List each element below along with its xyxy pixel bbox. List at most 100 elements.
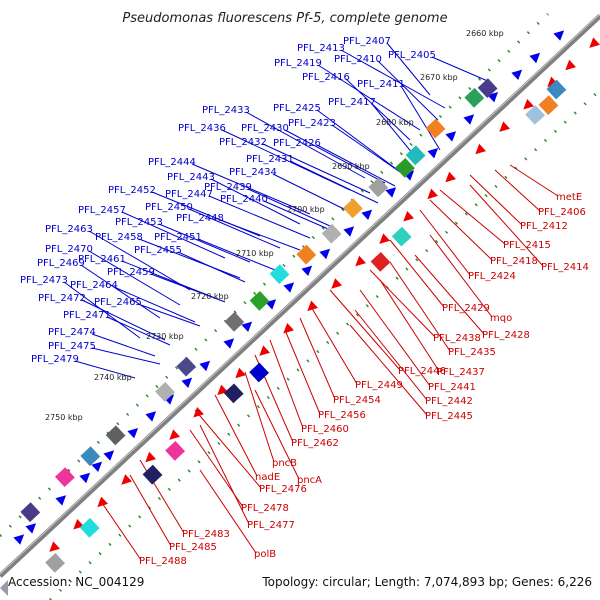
reverse-gene-arrow[interactable] bbox=[523, 99, 534, 110]
reverse-gene-label[interactable]: PFL_2488 bbox=[139, 556, 187, 567]
cog-category-box[interactable] bbox=[79, 517, 100, 538]
forward-gene-label[interactable]: PFL_2440 bbox=[220, 194, 268, 205]
cog-category-box[interactable] bbox=[45, 553, 65, 573]
cog-category-box[interactable] bbox=[224, 311, 245, 332]
reverse-gene-label[interactable]: PFL_2412 bbox=[520, 221, 568, 232]
cog-category-box[interactable] bbox=[546, 79, 567, 100]
reverse-gene-label[interactable]: pncA bbox=[297, 475, 322, 486]
forward-gene-label[interactable]: PFL_2461 bbox=[78, 254, 126, 265]
reverse-gene-label[interactable]: PFL_2418 bbox=[490, 256, 538, 267]
forward-gene-arrow[interactable] bbox=[553, 30, 565, 41]
reverse-gene-arrow[interactable] bbox=[169, 429, 180, 440]
reverse-gene-arrow[interactable] bbox=[49, 541, 60, 552]
forward-gene-arrow[interactable] bbox=[343, 226, 355, 237]
forward-gene-arrow[interactable] bbox=[145, 411, 157, 422]
reverse-gene-arrow[interactable] bbox=[589, 37, 600, 48]
forward-gene-label[interactable]: PFL_2463 bbox=[45, 224, 93, 235]
reverse-gene-label[interactable]: mqo bbox=[490, 313, 512, 324]
forward-gene-label[interactable]: PFL_2479 bbox=[31, 354, 79, 365]
forward-gene-label[interactable]: PFL_2474 bbox=[48, 327, 96, 338]
reverse-gene-arrow[interactable] bbox=[331, 278, 342, 289]
forward-gene-arrow[interactable] bbox=[511, 69, 523, 80]
forward-gene-label[interactable]: PFL_2434 bbox=[229, 167, 277, 178]
forward-gene-label[interactable]: PFL_2413 bbox=[297, 43, 345, 54]
forward-gene-label[interactable]: PFL_2450 bbox=[145, 202, 193, 213]
reverse-gene-label[interactable]: PFL_2442 bbox=[425, 396, 473, 407]
reverse-gene-label[interactable]: PFL_2446 bbox=[398, 366, 446, 377]
forward-gene-label[interactable]: PFL_2452 bbox=[108, 185, 156, 196]
reverse-gene-label[interactable]: PFL_2438 bbox=[433, 333, 481, 344]
cog-category-box[interactable] bbox=[155, 382, 175, 402]
forward-gene-label[interactable]: PFL_2411 bbox=[357, 79, 405, 90]
reverse-gene-label[interactable]: PFL_2406 bbox=[538, 207, 586, 218]
forward-gene-arrow[interactable] bbox=[55, 495, 67, 506]
reverse-gene-arrow[interactable] bbox=[307, 300, 318, 312]
forward-gene-arrow[interactable] bbox=[181, 377, 193, 388]
forward-gene-label[interactable]: PFL_2410 bbox=[334, 54, 382, 65]
reverse-gene-arrow[interactable] bbox=[427, 188, 438, 200]
forward-gene-arrow[interactable] bbox=[127, 428, 139, 439]
cog-category-box[interactable] bbox=[223, 383, 244, 404]
forward-gene-arrow[interactable] bbox=[199, 360, 211, 372]
reverse-gene-arrow[interactable] bbox=[235, 367, 246, 379]
forward-gene-label[interactable]: PFL_2436 bbox=[178, 123, 226, 134]
reverse-gene-arrow[interactable] bbox=[445, 171, 456, 183]
cog-category-box[interactable] bbox=[395, 158, 415, 178]
forward-gene-arrow[interactable] bbox=[103, 450, 115, 461]
reverse-gene-arrow[interactable] bbox=[475, 143, 486, 155]
cog-category-box[interactable] bbox=[368, 177, 389, 198]
cog-category-box[interactable] bbox=[165, 441, 185, 461]
reverse-gene-arrow[interactable] bbox=[499, 121, 510, 132]
reverse-gene-label[interactable]: PFL_2445 bbox=[425, 411, 473, 422]
cog-category-box[interactable] bbox=[296, 244, 317, 265]
forward-gene-arrow[interactable] bbox=[319, 248, 331, 260]
cog-category-box[interactable] bbox=[55, 467, 75, 487]
reverse-gene-arrow[interactable] bbox=[145, 451, 156, 463]
reverse-gene-label[interactable]: PFL_2428 bbox=[482, 330, 530, 341]
cog-category-box[interactable] bbox=[176, 356, 197, 377]
reverse-gene-label[interactable]: PFL_2415 bbox=[503, 240, 551, 251]
forward-gene-label[interactable]: PFL_2407 bbox=[343, 36, 391, 47]
reverse-gene-label[interactable]: PFL_2424 bbox=[468, 271, 516, 282]
cog-category-box[interactable] bbox=[464, 87, 485, 108]
cog-category-box[interactable] bbox=[538, 95, 559, 115]
forward-gene-arrow[interactable] bbox=[301, 265, 313, 276]
forward-gene-label[interactable]: PFL_2431 bbox=[246, 154, 294, 165]
forward-gene-label[interactable]: PFL_2451 bbox=[154, 232, 202, 243]
cog-category-box[interactable] bbox=[249, 291, 270, 311]
forward-gene-arrow[interactable] bbox=[13, 534, 25, 545]
forward-gene-label[interactable]: PFL_2448 bbox=[176, 213, 224, 224]
reverse-gene-label[interactable]: PFL_2441 bbox=[428, 382, 476, 393]
forward-gene-label[interactable]: PFL_2417 bbox=[328, 97, 376, 108]
forward-gene-arrow[interactable] bbox=[223, 338, 235, 349]
reverse-gene-label[interactable]: PFL_2485 bbox=[169, 542, 217, 553]
reverse-gene-label[interactable]: PFL_2449 bbox=[355, 380, 403, 391]
forward-gene-label[interactable]: PFL_2430 bbox=[241, 123, 289, 134]
cog-category-box[interactable] bbox=[80, 446, 101, 467]
forward-gene-label[interactable]: PFL_2444 bbox=[148, 157, 196, 168]
reverse-gene-arrow[interactable] bbox=[379, 233, 390, 244]
forward-gene-label[interactable]: PFL_2426 bbox=[273, 138, 321, 149]
forward-gene-arrow[interactable] bbox=[361, 209, 373, 220]
forward-gene-label[interactable]: PFL_2465 bbox=[94, 297, 142, 308]
reverse-gene-arrow[interactable] bbox=[355, 255, 366, 267]
reverse-gene-label[interactable]: pncB bbox=[272, 458, 297, 469]
reverse-gene-label[interactable]: PFL_2460 bbox=[301, 424, 349, 435]
forward-gene-label[interactable]: PFL_2425 bbox=[273, 103, 321, 114]
forward-gene-arrow[interactable] bbox=[385, 187, 397, 198]
cog-category-box[interactable] bbox=[142, 464, 163, 485]
cog-category-box[interactable] bbox=[391, 226, 412, 247]
reverse-gene-label[interactable]: metE bbox=[556, 192, 582, 203]
reverse-gene-label[interactable]: PFL_2462 bbox=[291, 438, 339, 449]
cog-category-box[interactable] bbox=[525, 105, 545, 125]
forward-gene-label[interactable]: PFL_2473 bbox=[20, 275, 68, 286]
reverse-gene-label[interactable]: polB bbox=[254, 549, 276, 560]
cog-category-box[interactable] bbox=[20, 502, 41, 523]
reverse-gene-arrow[interactable] bbox=[193, 407, 204, 418]
cog-category-box[interactable] bbox=[269, 264, 290, 284]
forward-gene-label[interactable]: PFL_2423 bbox=[288, 118, 336, 129]
forward-gene-label[interactable]: PFL_2447 bbox=[165, 189, 213, 200]
reverse-gene-arrow[interactable] bbox=[403, 211, 414, 222]
reverse-gene-label[interactable]: PFL_2483 bbox=[182, 529, 230, 540]
forward-gene-label[interactable]: PFL_2470 bbox=[45, 244, 93, 255]
